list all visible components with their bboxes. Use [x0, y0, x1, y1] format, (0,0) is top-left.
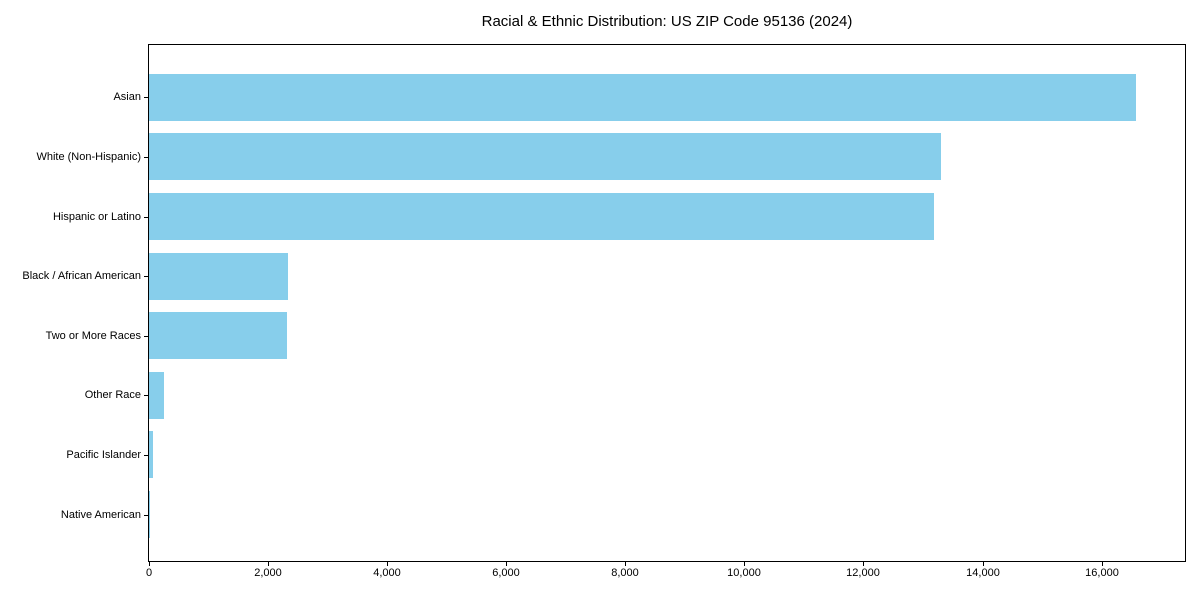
y-tick-mark — [144, 217, 148, 218]
y-tick-mark — [144, 157, 148, 158]
x-tick-mark — [387, 562, 388, 566]
x-tick-label-2000: 2,000 — [254, 567, 282, 579]
y-axis-label-two-or-more-races: Two or More Races — [45, 330, 141, 342]
bar-native-american — [149, 491, 150, 538]
x-tick-label-12000: 12,000 — [846, 567, 880, 579]
bar-white-non-hispanic — [149, 133, 941, 180]
x-tick-mark — [863, 562, 864, 566]
x-tick-label-8000: 8,000 — [611, 567, 639, 579]
y-tick-mark — [144, 97, 148, 98]
y-tick-mark — [144, 276, 148, 277]
x-tick-mark — [149, 562, 150, 566]
bar-two-or-more-races — [149, 312, 287, 359]
x-tick-mark — [1102, 562, 1103, 566]
y-axis-label-white-non-hispanic: White (Non-Hispanic) — [36, 151, 141, 163]
x-tick-label-14000: 14,000 — [966, 567, 1000, 579]
x-tick-mark — [506, 562, 507, 566]
y-tick-mark — [144, 395, 148, 396]
x-tick-label-0: 0 — [145, 567, 153, 579]
x-tick-mark — [744, 562, 745, 566]
y-axis-label-other-race: Other Race — [84, 389, 141, 401]
chart-title: Racial & Ethnic Distribution: US ZIP Cod… — [481, 13, 853, 30]
x-tick-mark — [983, 562, 984, 566]
x-tick-label-4000: 4,000 — [373, 567, 401, 579]
y-axis-label-black-african-american: Black / African American — [22, 270, 141, 282]
bar-hispanic-or-latino — [149, 193, 934, 240]
x-tick-label-10000: 10,000 — [727, 567, 761, 579]
plot-area — [148, 44, 1186, 562]
x-tick-mark — [268, 562, 269, 566]
x-tick-label-16000: 16,000 — [1085, 567, 1119, 579]
y-tick-mark — [144, 515, 148, 516]
bar-black-african-american — [149, 253, 288, 300]
bar-pacific-islander — [149, 431, 153, 478]
y-tick-mark — [144, 336, 148, 337]
y-tick-mark — [144, 455, 148, 456]
bar-other-race — [149, 372, 164, 419]
x-tick-mark — [625, 562, 626, 566]
y-axis-label-native-american: Native American — [60, 509, 141, 521]
y-axis-label-hispanic-or-latino: Hispanic or Latino — [52, 211, 141, 223]
x-tick-label-6000: 6,000 — [492, 567, 520, 579]
bar-asian — [149, 74, 1136, 121]
y-axis-label-pacific-islander: Pacific Islander — [66, 449, 141, 461]
y-axis-label-asian: Asian — [113, 91, 141, 103]
